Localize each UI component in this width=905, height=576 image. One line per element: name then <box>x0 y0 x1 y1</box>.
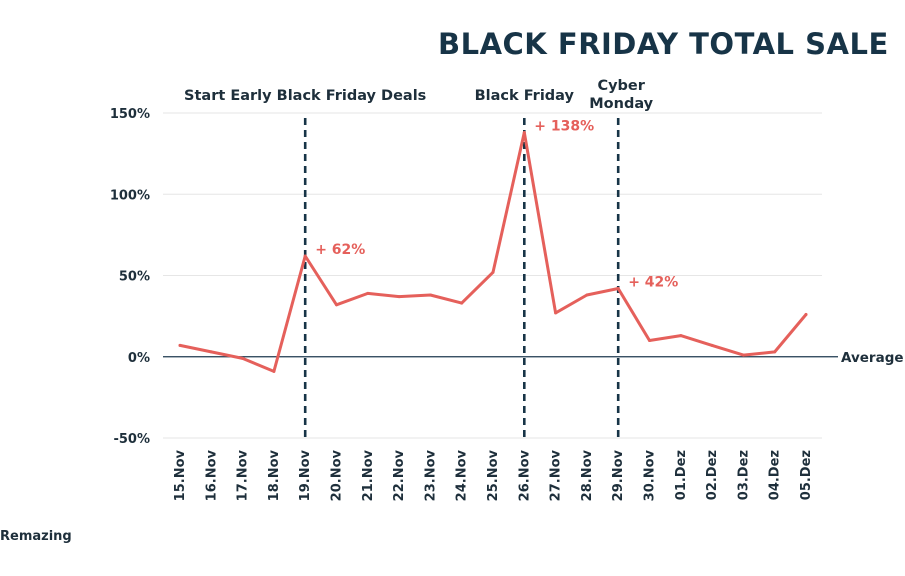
x-tick-label: 27.Nov <box>549 449 564 501</box>
y-tick-label: 50% <box>119 270 150 285</box>
x-tick-label: 23.Nov <box>423 449 438 501</box>
data-label: + 42% <box>628 275 678 291</box>
x-tick-label: 19.Nov <box>298 449 313 501</box>
data-point <box>741 353 745 357</box>
y-tick-label: 0% <box>128 351 150 366</box>
y-tick-label: 100% <box>110 188 150 203</box>
x-tick-label: 05.Dez <box>799 450 814 500</box>
data-point <box>679 334 683 338</box>
x-tick-label: 03.Dez <box>736 450 751 500</box>
grid <box>163 112 822 439</box>
data-point <box>303 254 307 258</box>
event-label: Monday <box>589 96 653 112</box>
x-tick-label: 24.Nov <box>455 449 470 501</box>
y-tick-label: 150% <box>110 107 150 122</box>
x-tick-label: 22.Nov <box>392 449 407 501</box>
data-point <box>460 301 464 305</box>
x-tick-label: 01.Dez <box>674 450 689 500</box>
data-point <box>178 343 182 347</box>
x-tick-label: 29.Nov <box>611 449 626 501</box>
data-point <box>241 356 245 360</box>
x-tick-label: 17.Nov <box>236 449 251 501</box>
data-point <box>773 350 777 354</box>
x-tick-label: 25.Nov <box>486 449 501 501</box>
event-markers: Start Early Black Friday Deals Black Frid… <box>184 78 654 440</box>
data-label: + 138% <box>534 119 594 135</box>
data-point <box>491 270 495 274</box>
data-point <box>209 350 213 354</box>
data-point <box>522 131 526 134</box>
data-point <box>366 291 370 295</box>
x-tick-label: 02.Dez <box>705 450 720 500</box>
series-line <box>178 131 808 373</box>
brand-logo: Remazing <box>0 529 72 544</box>
x-tick-label: 20.Nov <box>330 449 345 501</box>
x-tick-label: 18.Nov <box>267 449 282 501</box>
x-axis-ticks: 15.Nov 16.Nov 17.Nov 18.Nov 19.Nov 20.Nov 21.N… <box>173 449 814 501</box>
event-label: Start Early Black Friday Deals <box>184 88 426 104</box>
data-point <box>272 369 276 373</box>
x-tick-label: 21.Nov <box>361 449 376 501</box>
average-reference-label: Average l <box>841 350 905 366</box>
chart-title: BLACK FRIDAY TOTAL SALE <box>438 27 889 61</box>
data-point <box>585 293 589 297</box>
data-point <box>804 313 808 316</box>
y-axis-ticks: -50% 0% 50% 100% 150% <box>110 107 150 447</box>
x-tick-label: 04.Dez <box>768 450 783 500</box>
data-point <box>616 287 620 290</box>
data-point <box>335 303 338 307</box>
x-tick-label: 15.Nov <box>173 449 188 501</box>
y-tick-label: -50% <box>113 432 150 447</box>
data-point <box>428 293 432 297</box>
data-annotations: + 62% + 138% + 42% <box>315 119 678 291</box>
average-reference: Average l <box>163 350 905 366</box>
data-point <box>397 295 401 299</box>
data-point <box>554 311 558 315</box>
event-label: Cyber <box>597 78 645 94</box>
x-tick-label: 28.Nov <box>580 449 595 501</box>
x-tick-label: 26.Nov <box>517 449 532 501</box>
event-label: Black Friday <box>475 88 575 104</box>
data-point <box>648 339 651 342</box>
data-label: + 62% <box>315 242 365 258</box>
x-tick-label: 16.Nov <box>204 449 219 501</box>
series <box>178 131 808 373</box>
data-point <box>710 343 714 347</box>
x-tick-label: 30.Nov <box>643 449 658 501</box>
